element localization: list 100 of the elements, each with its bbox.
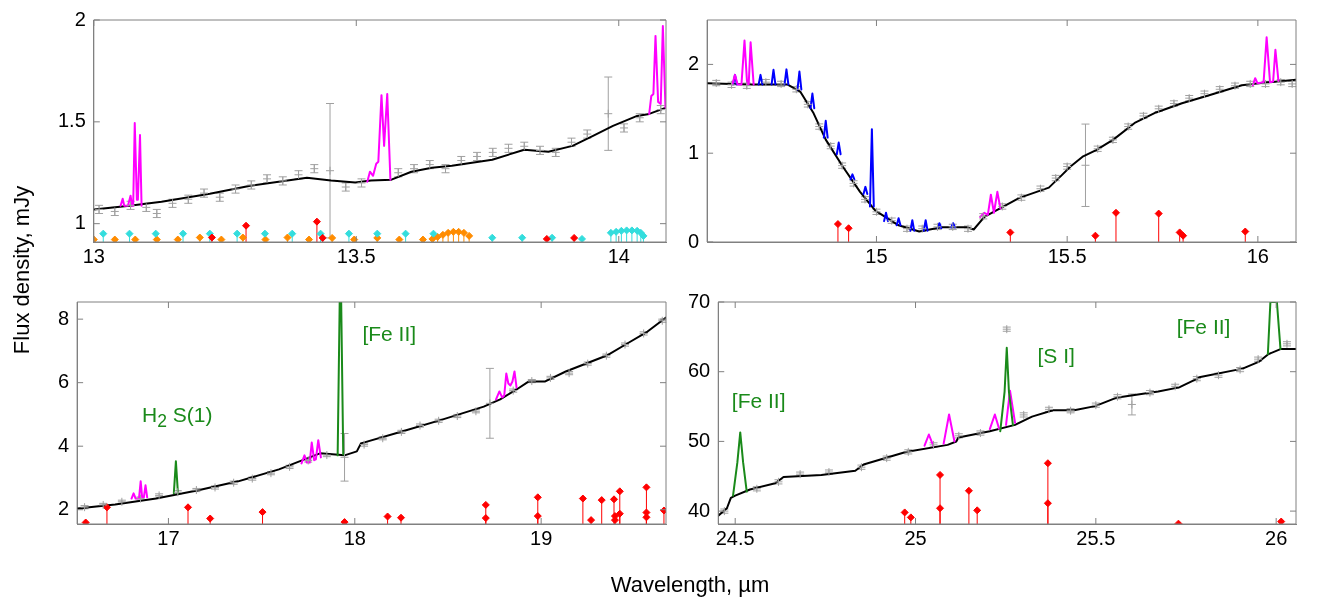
point <box>1154 209 1163 218</box>
point <box>833 220 842 229</box>
point <box>1006 228 1015 237</box>
point <box>578 234 587 242</box>
y-tick-label: 60 <box>688 359 711 382</box>
point <box>1043 499 1052 508</box>
point <box>542 234 551 242</box>
x-tick-label: 24.5 <box>715 526 755 549</box>
point <box>844 224 853 233</box>
point <box>99 229 108 238</box>
y-tick-label: 2 <box>688 51 700 74</box>
point <box>973 506 982 515</box>
x-tick-label: 17 <box>157 526 180 549</box>
point <box>615 487 624 496</box>
point <box>373 229 382 238</box>
x-tick-label: 25.5 <box>1076 526 1116 549</box>
x-tick-label: 25 <box>904 526 927 549</box>
point <box>395 235 404 242</box>
point <box>261 235 270 242</box>
point <box>312 217 321 226</box>
y-tick-label: 2 <box>74 7 86 30</box>
point <box>597 496 606 505</box>
y-axis-title: Flux density, mJy <box>9 185 35 355</box>
point <box>305 235 314 242</box>
point <box>548 233 557 242</box>
x-tick-label: 13.5 <box>336 244 376 267</box>
point <box>533 512 542 521</box>
point <box>131 235 140 242</box>
point <box>397 513 406 522</box>
x-tick-label: 16 <box>1246 244 1269 267</box>
point <box>465 231 474 240</box>
point <box>206 514 215 523</box>
point <box>906 513 915 522</box>
point <box>587 516 596 524</box>
point <box>533 493 542 502</box>
point <box>260 229 269 238</box>
point <box>184 503 192 512</box>
point <box>344 229 353 238</box>
y-tick-label: 0 <box>688 229 700 252</box>
point <box>418 235 427 242</box>
y-tick-label: 70 <box>688 289 711 312</box>
point <box>258 508 267 517</box>
point <box>217 235 226 242</box>
point <box>1091 231 1100 240</box>
annotation: H$_{2}$ S(1) <box>142 403 213 432</box>
y-tick-label: 6 <box>58 370 70 393</box>
point <box>179 229 188 238</box>
annotation: [Fe II] <box>1176 314 1231 338</box>
y-tick-label: 8 <box>58 306 70 329</box>
point <box>173 235 182 242</box>
x-tick-label: 18 <box>343 526 366 549</box>
y-tick-label: 4 <box>58 433 70 456</box>
point <box>325 166 335 176</box>
point <box>642 483 651 492</box>
point <box>110 235 119 242</box>
point <box>936 470 945 479</box>
point <box>429 229 438 238</box>
point <box>318 233 327 242</box>
annotation: [Fe II] <box>362 321 417 345</box>
point <box>207 233 216 242</box>
point <box>610 495 619 504</box>
point <box>485 398 495 408</box>
point <box>283 233 292 242</box>
point <box>454 227 463 236</box>
point <box>488 233 497 242</box>
point <box>438 230 447 239</box>
point <box>900 508 909 517</box>
point <box>1043 459 1052 468</box>
y-tick-label: 1 <box>74 211 86 234</box>
point <box>1127 399 1137 409</box>
point <box>383 512 392 521</box>
point <box>481 500 490 509</box>
x-axis-title: Wavelength, µm <box>610 572 770 598</box>
point <box>233 229 242 238</box>
point <box>570 233 579 242</box>
y-tick-label: 1.5 <box>57 109 86 132</box>
y-tick-label: 2 <box>58 497 70 520</box>
point <box>288 229 297 238</box>
point <box>603 109 613 119</box>
point <box>401 229 410 238</box>
y-tick-label: 1 <box>688 140 700 163</box>
point <box>242 221 251 230</box>
point <box>195 233 204 242</box>
point <box>615 509 624 518</box>
point <box>125 229 134 238</box>
point <box>578 494 587 503</box>
point <box>936 504 945 513</box>
point <box>1111 208 1120 217</box>
x-tick-label: 19 <box>530 526 553 549</box>
point <box>151 229 160 238</box>
annotation: [S I] <box>1037 343 1075 367</box>
annotation: [Fe II] <box>731 388 786 412</box>
point <box>719 506 729 516</box>
point <box>1179 231 1188 240</box>
point <box>328 233 337 242</box>
point <box>350 235 359 242</box>
x-tick-label: 13 <box>82 244 105 267</box>
y-tick-label: 50 <box>688 428 711 451</box>
point <box>238 233 247 242</box>
x-tick-label: 15 <box>865 244 888 267</box>
